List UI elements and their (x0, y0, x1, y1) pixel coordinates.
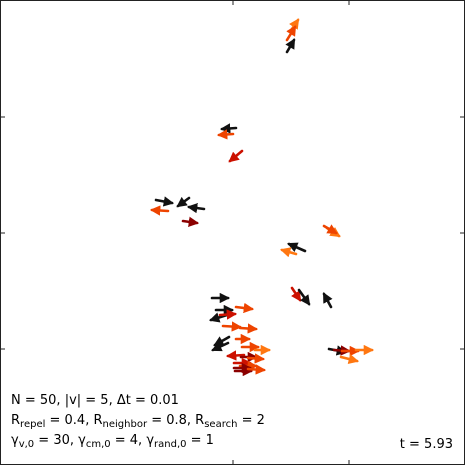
agent-arrow (228, 149, 244, 163)
agent-arrow (154, 196, 175, 207)
agent-arrow (290, 286, 302, 302)
agent-arrow (285, 25, 297, 42)
agent-arrow (285, 38, 296, 54)
agent-arrow (280, 247, 298, 258)
parameter-annotation: N = 50, |v| = 5, Δt = 0.01 Rrepel = 0.4,… (11, 393, 453, 452)
agent-arrow (186, 202, 206, 214)
agent-arrow (219, 123, 238, 134)
agent-arrow (322, 224, 338, 235)
agent-arrow (297, 288, 311, 306)
agent-arrow (339, 353, 360, 365)
agent-arrow (322, 292, 333, 309)
agent-arrow (211, 341, 230, 352)
params-line-3: γv,0 = 30, γcm,0 = 4, γrand,0 = 1 (11, 433, 214, 450)
agents (149, 18, 375, 377)
params-line-1: N = 50, |v| = 5, Δt = 0.01 (11, 393, 179, 408)
params-line-2: Rrepel = 0.4, Rneighbor = 0.8, Rsearch =… (11, 413, 265, 430)
agent-arrow (238, 323, 259, 334)
agent-arrow (218, 309, 238, 320)
agent-arrow (246, 353, 266, 364)
agent-arrow (149, 205, 170, 216)
agent-arrow (216, 129, 235, 140)
agent-arrow (225, 350, 246, 361)
agent-arrow (221, 321, 243, 332)
agent-arrow (181, 216, 200, 227)
agent-arrow (246, 364, 267, 375)
time-readout: t = 5.93 (400, 437, 453, 452)
agent-arrow (287, 242, 307, 253)
agent-arrow (176, 196, 191, 208)
agent-arrow (234, 302, 255, 314)
